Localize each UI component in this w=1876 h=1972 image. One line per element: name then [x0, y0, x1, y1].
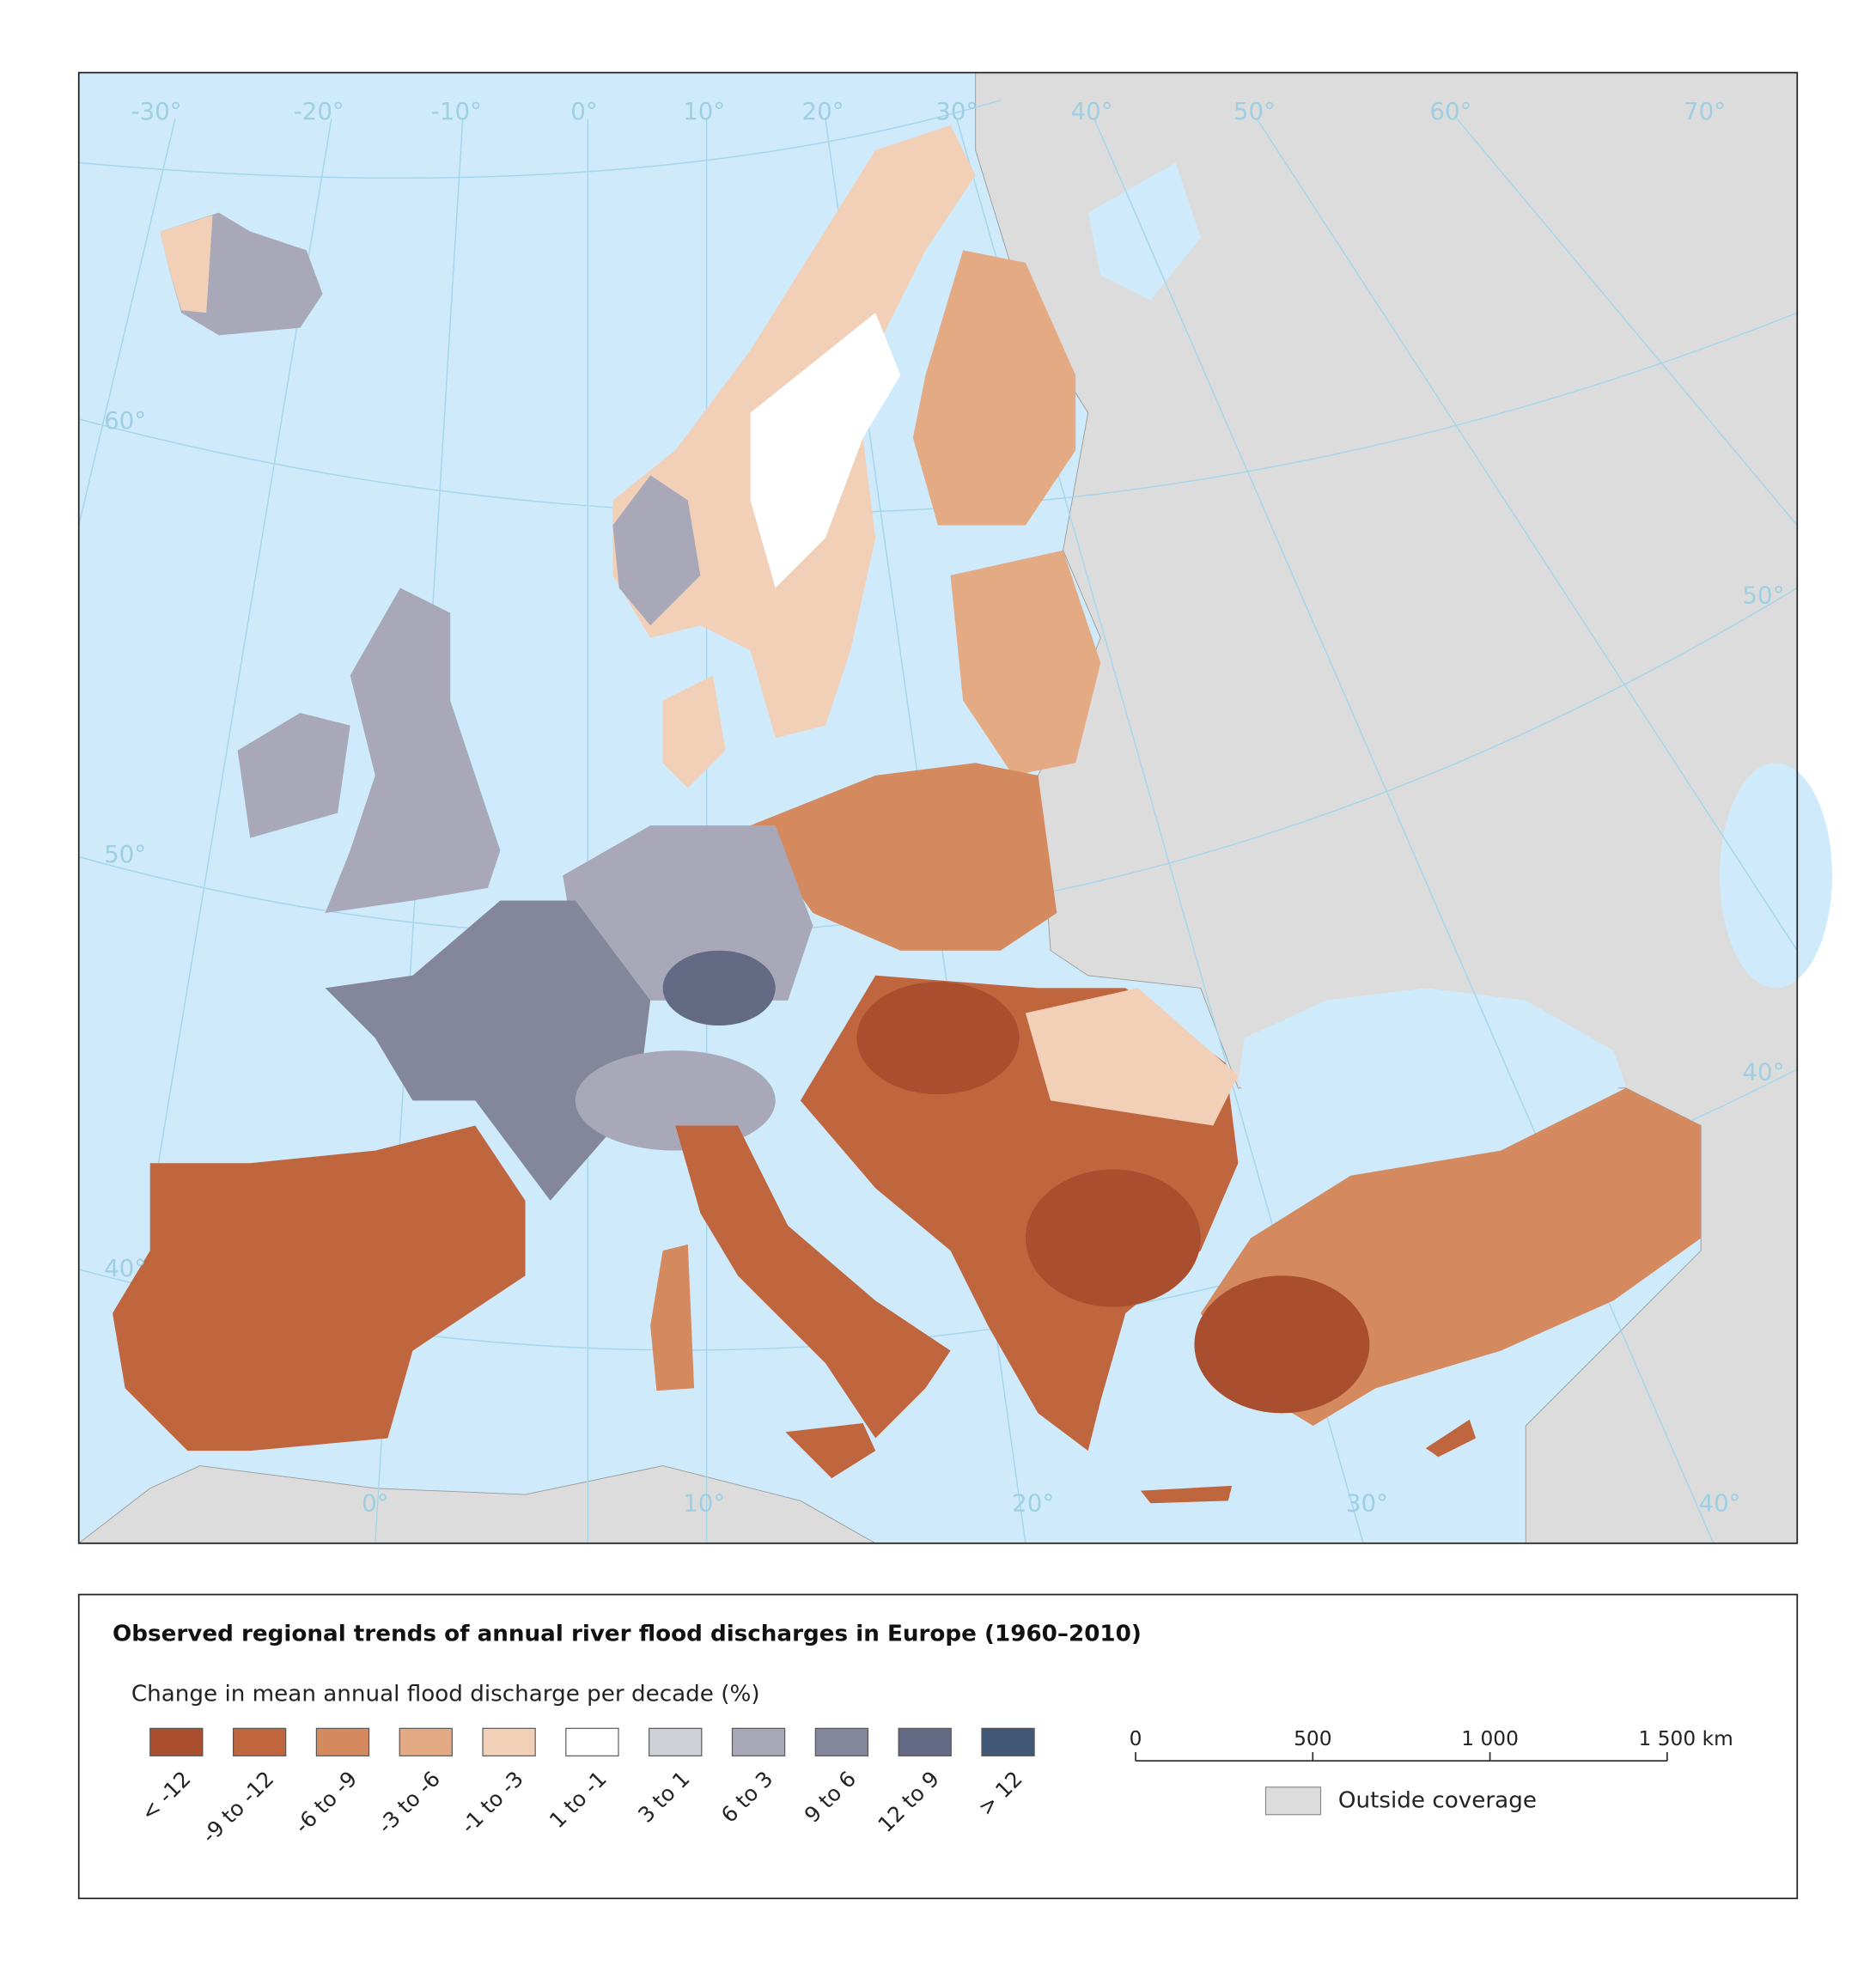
outside-coverage-land — [975, 72, 1798, 1544]
germany-benelux — [563, 825, 813, 1001]
sweden-north — [750, 313, 901, 588]
legend-swatch — [565, 1727, 619, 1756]
graticule-label: 50° — [104, 840, 146, 868]
scale-unit: km — [1702, 1727, 1733, 1750]
legend-swatch — [149, 1727, 204, 1756]
black-sea — [1238, 988, 1626, 1170]
scale-label: 500 — [1294, 1727, 1331, 1750]
turkey-west — [1194, 1275, 1370, 1414]
great-britain — [325, 587, 501, 914]
germany-south — [662, 950, 776, 1026]
graticule-label: 20° — [1012, 1489, 1054, 1518]
graticule-label: 40° — [1071, 97, 1113, 125]
legend-swatch — [731, 1727, 786, 1756]
map-frame — [77, 71, 1799, 1544]
white-sea — [1087, 162, 1201, 301]
legend-swatch — [482, 1727, 536, 1756]
graticule-label: 50° — [1742, 581, 1784, 610]
legend-swatch — [814, 1727, 869, 1756]
crete — [1140, 1485, 1233, 1504]
finland — [912, 250, 1076, 526]
graticule-line — [78, 119, 176, 526]
legend-swatch — [232, 1727, 287, 1756]
legend-swatch — [898, 1727, 952, 1756]
scale-label: 0 — [1130, 1727, 1142, 1750]
graticule-label: 70° — [1684, 97, 1726, 125]
graticule-label: 0° — [570, 97, 597, 125]
graticule-label: 60° — [1429, 97, 1471, 125]
italy — [675, 1125, 951, 1439]
scale-label: 1 000 — [1461, 1727, 1519, 1750]
graticule-label: -30° — [131, 97, 182, 125]
legend-subtitle: Change in mean annual flood discharge pe… — [131, 1682, 760, 1707]
alps — [575, 1050, 776, 1151]
graticule-label: 60° — [104, 406, 146, 435]
graticule-line — [1093, 119, 1715, 1544]
graticule-label: 30° — [1346, 1489, 1388, 1518]
outside-coverage-land — [77, 1465, 877, 1544]
caspian-sea — [1720, 763, 1833, 989]
legend-swatch — [315, 1727, 370, 1756]
graticule-label: 50° — [1233, 97, 1276, 125]
graticule-label: 40° — [1698, 1489, 1740, 1518]
cyprus — [1425, 1419, 1477, 1458]
graticule-label: 40° — [1742, 1057, 1784, 1086]
legend-swatch — [981, 1727, 1035, 1756]
legend-swatch — [649, 1727, 703, 1756]
iberia — [113, 1125, 526, 1452]
poland — [750, 763, 1057, 951]
graticule-label: 20° — [802, 97, 844, 125]
graticule-labels: -30° -20° -10° 0° 10° 20° 30° 40° 50° 60° 70° 60° 50… — [104, 97, 1784, 1518]
map: -30° -20° -10° 0° 10° 20° 30° 40° 50° 60° 70° 60° 50… — [77, 72, 1833, 1544]
outside-coverage-swatch — [1264, 1786, 1322, 1816]
legend-title: Observed regional trends of annual river… — [113, 1622, 1142, 1647]
graticule-line — [1256, 119, 1798, 952]
hungary — [856, 982, 1020, 1095]
scale-label: 1 500 — [1639, 1727, 1696, 1750]
denmark — [662, 675, 726, 788]
norway-west — [612, 475, 701, 626]
graticule-label: 40° — [104, 1254, 146, 1282]
greece-north — [1025, 1169, 1201, 1307]
graticule-label: -10° — [431, 97, 482, 125]
graticule-label: 10° — [683, 97, 725, 125]
graticule-label: 10° — [683, 1489, 725, 1518]
graticule-line — [78, 99, 1002, 180]
romania — [1025, 988, 1239, 1126]
graticule-label: 0° — [362, 1489, 388, 1518]
sicily — [785, 1423, 876, 1479]
outside-coverage-label: Outside coverage — [1338, 1787, 1537, 1813]
france — [325, 900, 651, 1201]
graticule-label: -20° — [294, 97, 344, 125]
scale-bar: 0 500 1 000 1 500 km — [1130, 1727, 1733, 1762]
iceland-west — [160, 215, 213, 313]
legend-swatch — [399, 1727, 453, 1756]
graticule-label: 30° — [935, 97, 978, 125]
baltic-states — [950, 550, 1101, 776]
ireland — [237, 713, 350, 838]
sardinia-corsica — [650, 1244, 695, 1391]
graticule-line — [1456, 118, 1798, 526]
